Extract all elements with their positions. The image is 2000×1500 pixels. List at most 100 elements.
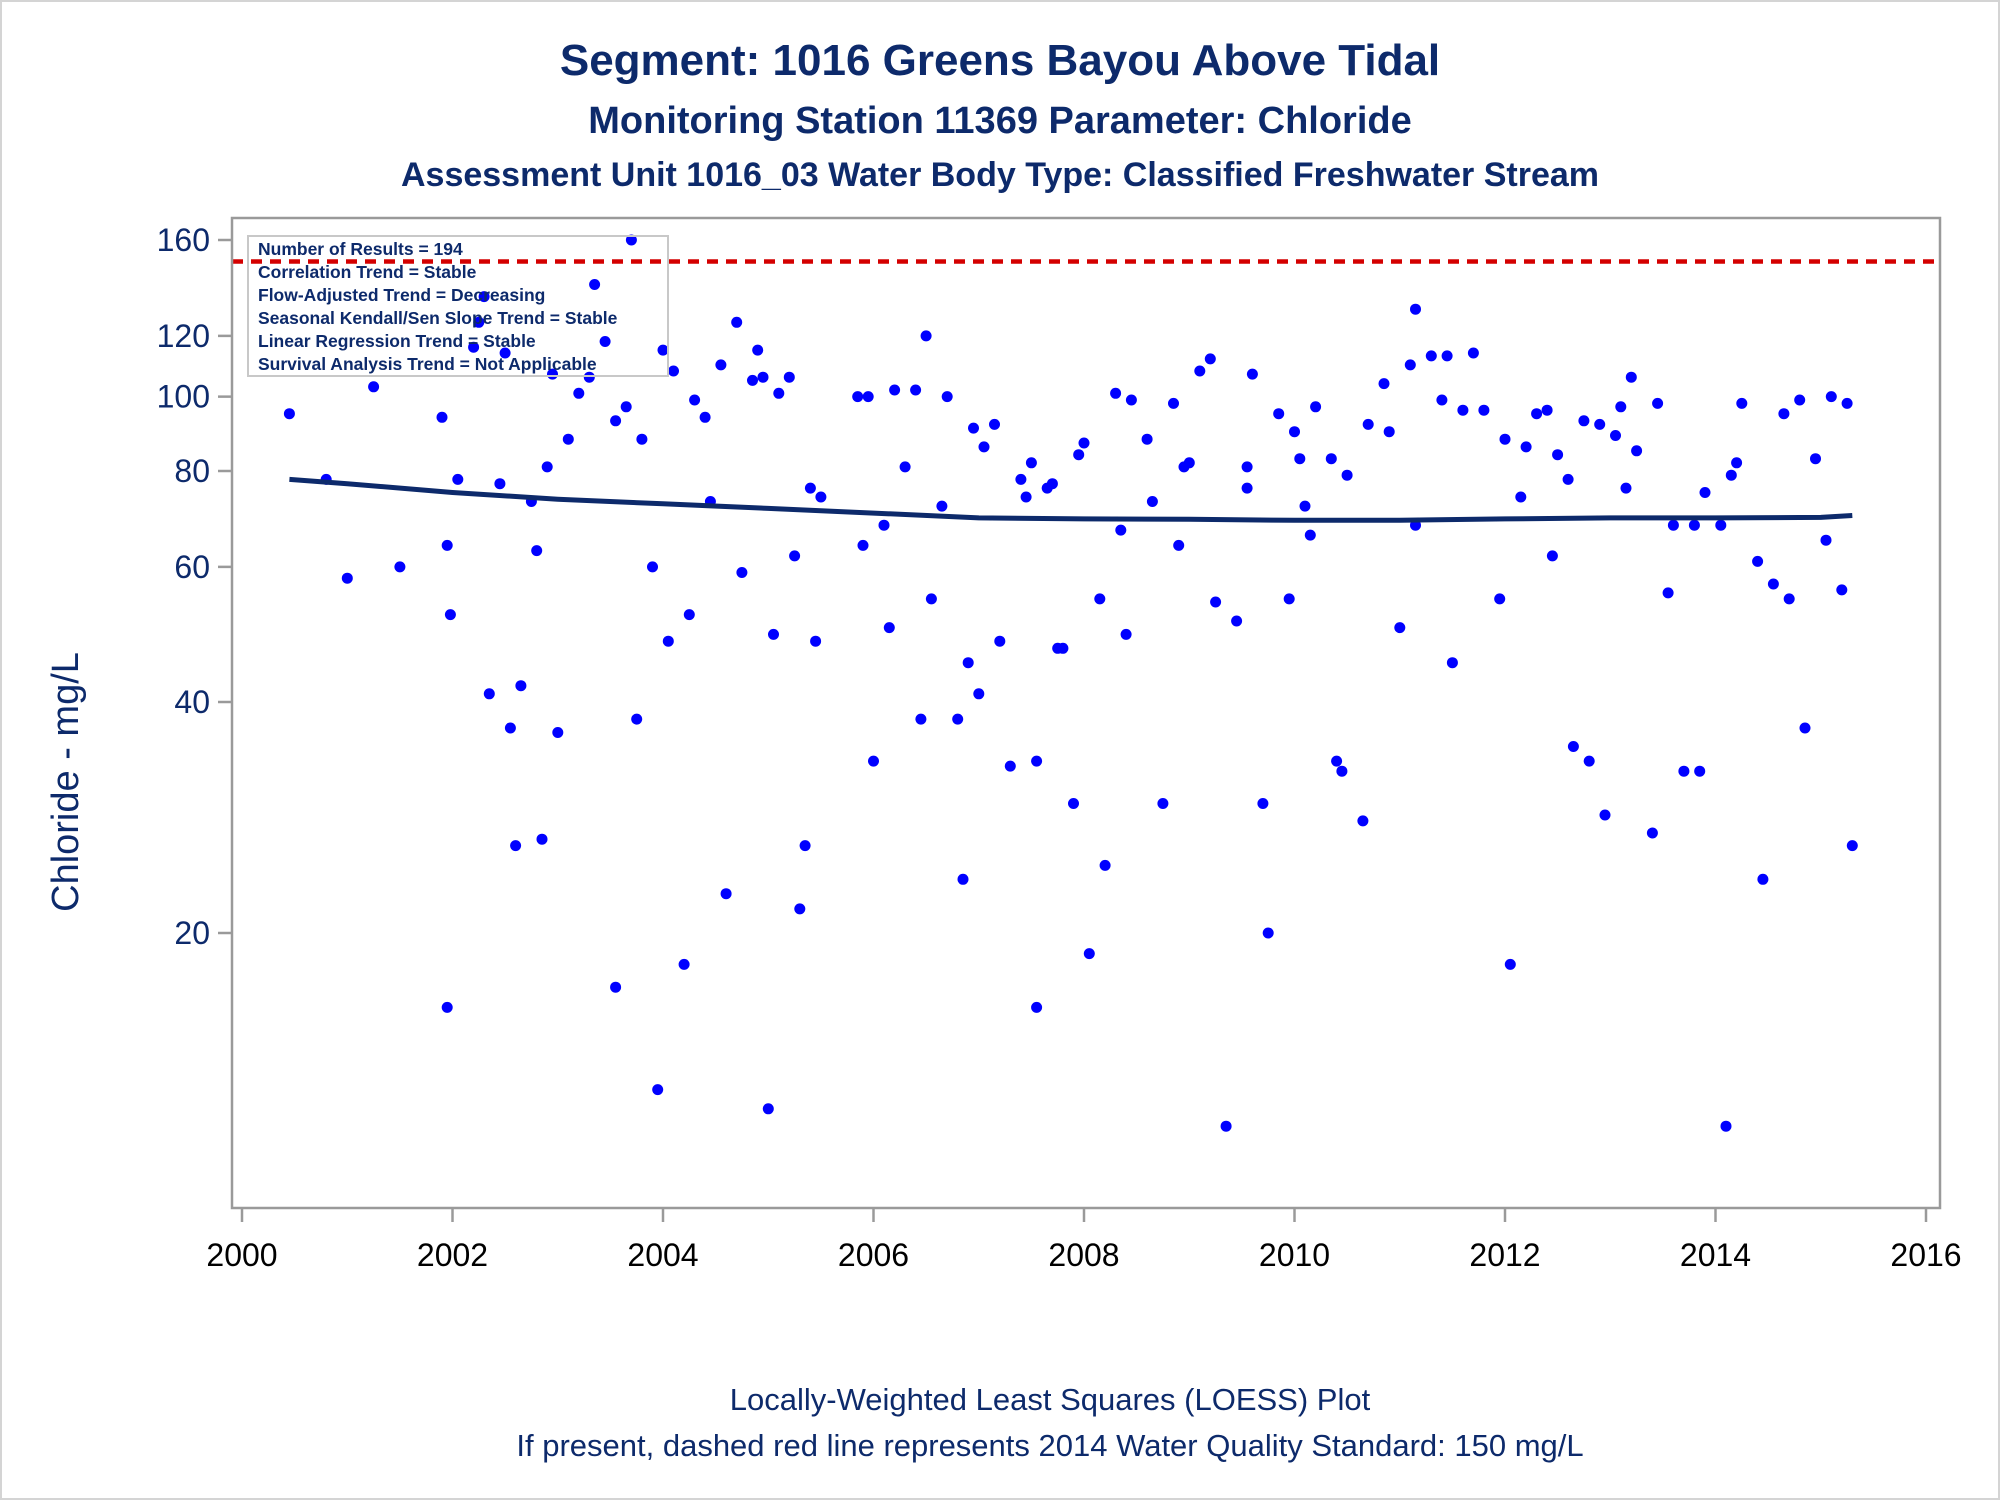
data-point: [968, 422, 979, 434]
data-point: [1125, 394, 1137, 406]
data-point: [1241, 461, 1253, 473]
stats-line: Survival Analysis Trend = Not Applicable: [258, 354, 597, 374]
data-point: [857, 539, 869, 551]
data-point: [883, 622, 895, 634]
data-point: [636, 433, 648, 445]
data-point: [678, 958, 690, 970]
data-point: [989, 418, 1000, 430]
data-point: [1631, 445, 1643, 457]
data-point: [1441, 350, 1453, 362]
x-tick-label: 2004: [627, 1237, 698, 1273]
data-point: [1173, 539, 1185, 551]
data-point: [1283, 593, 1295, 605]
data-point: [978, 441, 990, 453]
data-point: [441, 1001, 453, 1013]
data-point: [1325, 453, 1337, 465]
data-point: [1357, 815, 1369, 827]
data-point: [1025, 457, 1037, 469]
stats-inset-box: [247, 235, 669, 377]
data-point: [478, 291, 490, 303]
data-point: [899, 461, 911, 473]
x-tick-label: 2012: [1469, 1237, 1540, 1273]
data-point: [1825, 391, 1837, 403]
data-point: [1783, 593, 1795, 605]
x-tick-label: 2002: [417, 1237, 488, 1273]
y-tick-label: 60: [174, 549, 210, 585]
loess-curve-group: [289, 476, 1853, 523]
data-point: [573, 387, 585, 399]
data-point: [789, 550, 801, 562]
data-point: [541, 461, 553, 473]
data-point: [1083, 948, 1095, 960]
data-point: [794, 903, 806, 915]
data-point: [1678, 765, 1690, 777]
data-point: [936, 500, 948, 512]
data-point: [647, 561, 658, 573]
data-point: [1594, 418, 1606, 430]
data-point: [1120, 628, 1132, 640]
data-point: [1031, 1001, 1043, 1013]
data-point: [962, 657, 974, 669]
data-point: [1499, 433, 1511, 445]
data-point: [531, 545, 543, 557]
data-point: [973, 688, 985, 700]
data-point: [1694, 765, 1706, 777]
data-point: [452, 473, 464, 485]
data-point: [1767, 578, 1779, 590]
data-point: [1220, 1120, 1232, 1132]
x-tick-label: 2010: [1259, 1237, 1330, 1273]
data-point: [773, 387, 785, 399]
data-point: [1341, 469, 1353, 481]
data-point: [441, 539, 453, 551]
data-point: [1210, 596, 1222, 608]
data-point: [1720, 1120, 1732, 1132]
data-point: [583, 371, 595, 383]
data-point: [1725, 469, 1737, 481]
data-point: [1578, 415, 1590, 427]
data-point: [1478, 404, 1490, 416]
data-point: [620, 401, 632, 413]
data-point: [915, 713, 927, 725]
data-point: [1310, 401, 1322, 413]
stats-line: Correlation Trend = Stable: [258, 262, 477, 282]
data-point: [536, 833, 548, 845]
data-point: [1383, 426, 1395, 438]
data-point: [652, 1084, 664, 1096]
footnote-standard: If present, dashed red line represents 2…: [516, 1428, 1584, 1463]
data-point: [889, 384, 901, 396]
data-point: [1531, 408, 1543, 420]
data-point: [599, 336, 611, 347]
y-tick-label: 160: [157, 222, 210, 258]
data-point: [1194, 365, 1206, 377]
y-axis: 20 40 60 80 100 120 160: [157, 222, 232, 951]
data-point: [1362, 418, 1374, 430]
y-tick-label: 20: [174, 915, 210, 951]
data-point: [1436, 394, 1448, 406]
y-tick-label: 100: [157, 379, 210, 415]
data-point: [394, 561, 406, 573]
data-point: [1541, 404, 1553, 416]
data-point: [852, 391, 864, 403]
data-point: [1846, 840, 1858, 852]
data-point: [747, 374, 758, 386]
data-point: [610, 981, 622, 993]
y-tick-label: 80: [174, 453, 210, 489]
data-point: [510, 840, 522, 852]
data-point: [1599, 809, 1611, 821]
data-point: [1583, 755, 1595, 767]
data-point: [1115, 524, 1127, 536]
data-point: [683, 609, 695, 621]
data-point: [499, 347, 511, 359]
data-point: [920, 330, 932, 342]
data-point: [757, 371, 769, 383]
data-points: [283, 234, 1858, 1132]
data-point: [1078, 437, 1090, 449]
data-point: [1294, 453, 1306, 465]
data-point: [1699, 487, 1711, 498]
data-point: [283, 408, 295, 420]
data-point: [715, 359, 727, 371]
data-point: [1257, 798, 1269, 809]
data-point: [1836, 584, 1848, 596]
